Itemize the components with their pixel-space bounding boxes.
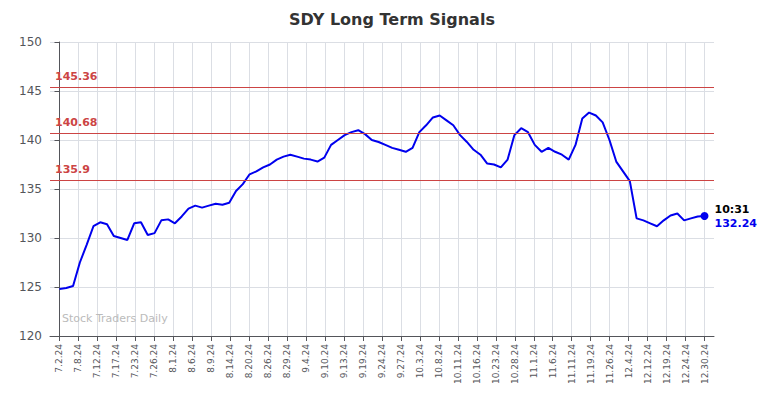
svg-text:8.6.24: 8.6.24 xyxy=(187,344,197,373)
svg-text:135.9: 135.9 xyxy=(55,163,90,176)
svg-text:SDY Long Term Signals: SDY Long Term Signals xyxy=(289,10,495,29)
svg-text:7.23.24: 7.23.24 xyxy=(130,344,140,379)
svg-text:12.24.24: 12.24.24 xyxy=(681,344,691,384)
svg-text:130: 130 xyxy=(19,231,42,245)
svg-text:11.19.24: 11.19.24 xyxy=(586,344,596,384)
svg-text:7.8.24: 7.8.24 xyxy=(73,344,83,373)
svg-text:140.68: 140.68 xyxy=(55,116,97,129)
svg-text:11.1.24: 11.1.24 xyxy=(529,344,539,379)
svg-text:132.24: 132.24 xyxy=(715,217,758,230)
svg-text:11.11.24: 11.11.24 xyxy=(567,344,577,384)
svg-text:10.28.24: 10.28.24 xyxy=(510,344,520,384)
svg-text:12.4.24: 12.4.24 xyxy=(624,344,634,379)
svg-text:10.3.24: 10.3.24 xyxy=(415,344,425,379)
svg-text:7.26.24: 7.26.24 xyxy=(149,344,159,379)
svg-text:140: 140 xyxy=(19,133,42,147)
svg-text:10.8.24: 10.8.24 xyxy=(434,344,444,379)
svg-text:9.19.24: 9.19.24 xyxy=(358,344,368,379)
svg-text:8.29.24: 8.29.24 xyxy=(282,344,292,379)
svg-text:9.27.24: 9.27.24 xyxy=(396,344,406,379)
svg-text:8.9.24: 8.9.24 xyxy=(206,344,216,373)
svg-text:125: 125 xyxy=(19,280,42,294)
svg-text:10:31: 10:31 xyxy=(715,203,750,216)
svg-text:7.17.24: 7.17.24 xyxy=(111,344,121,379)
svg-text:12.19.24: 12.19.24 xyxy=(662,344,672,384)
svg-text:7.2.24: 7.2.24 xyxy=(54,344,64,373)
svg-text:11.6.24: 11.6.24 xyxy=(548,344,558,379)
svg-text:145.36: 145.36 xyxy=(55,70,98,83)
svg-text:12.12.24: 12.12.24 xyxy=(643,344,653,384)
svg-text:135: 135 xyxy=(19,182,42,196)
svg-text:8.14.24: 8.14.24 xyxy=(225,344,235,379)
svg-text:8.1.24: 8.1.24 xyxy=(168,344,178,373)
svg-text:11.26.24: 11.26.24 xyxy=(605,344,615,384)
svg-text:Stock Traders Daily: Stock Traders Daily xyxy=(62,312,168,325)
svg-text:9.13.24: 9.13.24 xyxy=(339,344,349,379)
svg-text:120: 120 xyxy=(19,329,42,343)
svg-text:10.16.24: 10.16.24 xyxy=(472,344,482,384)
svg-text:9.10.24: 9.10.24 xyxy=(320,344,330,379)
svg-text:12.30.24: 12.30.24 xyxy=(700,344,710,384)
svg-text:7.12.24: 7.12.24 xyxy=(92,344,102,379)
svg-text:150: 150 xyxy=(19,35,42,49)
svg-text:9.24.24: 9.24.24 xyxy=(377,344,387,379)
svg-text:8.26.24: 8.26.24 xyxy=(263,344,273,379)
svg-text:9.4.24: 9.4.24 xyxy=(301,344,311,373)
svg-text:8.20.24: 8.20.24 xyxy=(244,344,254,379)
svg-text:10.11.24: 10.11.24 xyxy=(453,344,463,384)
svg-text:145: 145 xyxy=(19,84,42,98)
svg-text:10.23.24: 10.23.24 xyxy=(491,344,501,384)
